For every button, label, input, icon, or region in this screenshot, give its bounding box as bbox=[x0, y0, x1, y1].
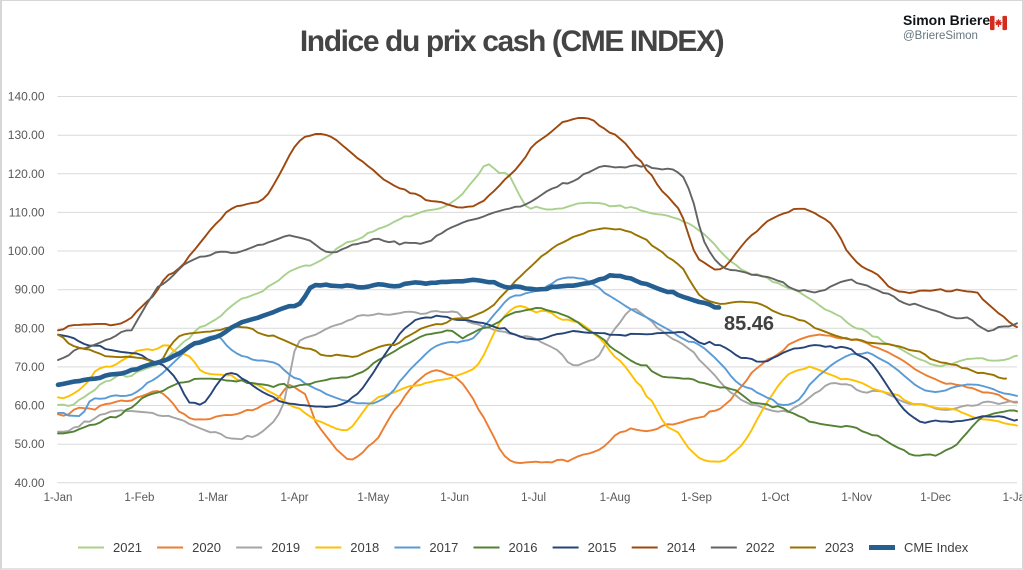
svg-text:140.00: 140.00 bbox=[8, 90, 45, 104]
svg-text:1-Nov: 1-Nov bbox=[841, 492, 872, 504]
svg-text:2016: 2016 bbox=[509, 540, 538, 555]
svg-text:2017: 2017 bbox=[429, 540, 458, 555]
svg-text:50.00: 50.00 bbox=[14, 437, 44, 451]
svg-text:1-Mar: 1-Mar bbox=[198, 492, 228, 504]
svg-text:1-Feb: 1-Feb bbox=[124, 492, 154, 504]
svg-text:90.00: 90.00 bbox=[14, 283, 44, 297]
svg-text:80.00: 80.00 bbox=[14, 321, 44, 335]
svg-text:1-Jun: 1-Jun bbox=[440, 492, 469, 504]
svg-text:1-Jan: 1-Jan bbox=[1003, 492, 1024, 504]
svg-text:2021: 2021 bbox=[113, 540, 142, 555]
svg-text:85.46: 85.46 bbox=[724, 313, 774, 335]
svg-text:1-Oct: 1-Oct bbox=[761, 492, 790, 504]
svg-text:1-Apr: 1-Apr bbox=[280, 492, 308, 504]
svg-text:110.00: 110.00 bbox=[9, 205, 45, 219]
svg-text:2023: 2023 bbox=[825, 540, 854, 555]
svg-text:1-May: 1-May bbox=[357, 492, 389, 504]
svg-text:1-Aug: 1-Aug bbox=[600, 492, 631, 504]
svg-text:2020: 2020 bbox=[192, 540, 221, 555]
svg-text:2015: 2015 bbox=[588, 540, 617, 555]
svg-text:1-Dec: 1-Dec bbox=[920, 492, 951, 504]
svg-text:40.00: 40.00 bbox=[14, 476, 44, 490]
svg-text:2022: 2022 bbox=[746, 540, 775, 555]
svg-text:2019: 2019 bbox=[271, 540, 300, 555]
svg-text:120.00: 120.00 bbox=[8, 167, 45, 181]
svg-text:100.00: 100.00 bbox=[8, 244, 45, 258]
svg-text:1-Jul: 1-Jul bbox=[521, 492, 546, 504]
svg-text:1-Sep: 1-Sep bbox=[681, 492, 712, 504]
svg-text:CME Index: CME Index bbox=[904, 540, 969, 555]
svg-text:130.00: 130.00 bbox=[8, 128, 45, 142]
svg-text:2018: 2018 bbox=[350, 540, 379, 555]
svg-text:1-Jan: 1-Jan bbox=[44, 492, 73, 504]
svg-text:60.00: 60.00 bbox=[14, 399, 44, 413]
svg-text:70.00: 70.00 bbox=[14, 360, 44, 374]
svg-text:2014: 2014 bbox=[667, 540, 696, 555]
